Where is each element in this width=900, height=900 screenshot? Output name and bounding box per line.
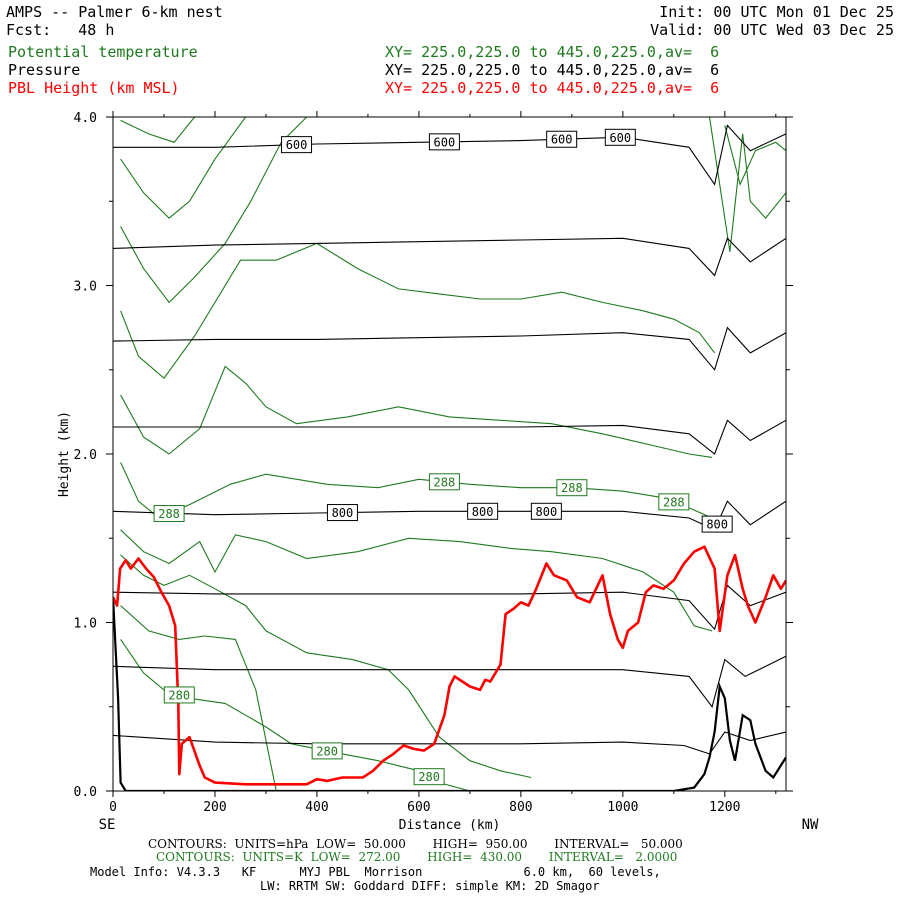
theta-contour-292	[120, 242, 716, 380]
pbl-height-line	[113, 545, 786, 786]
pressure-contour-750	[113, 419, 786, 455]
right-end-label: NW	[802, 817, 819, 833]
theta-contour-290	[120, 365, 713, 458]
theta-contour-294	[120, 117, 308, 304]
field-theta-name: Potential temperature	[8, 43, 198, 61]
pressure-contour-label-box	[467, 502, 499, 520]
theta-contour-label: 280	[418, 770, 440, 784]
theta-contour-282	[120, 605, 277, 791]
theta-contour-label-box	[428, 473, 460, 491]
theta-contour-label: 288	[434, 475, 456, 489]
field-pbl-xy: XY= 225.0,225.0 to 445.0,225.0,av= 6	[385, 79, 720, 97]
theta-contour-label-box	[658, 493, 690, 511]
theta-contour-298	[120, 117, 196, 143]
y-tick-label: 0.0	[74, 785, 97, 800]
theta-contour-288	[120, 462, 713, 519]
pressure-contour-label: 600	[286, 138, 308, 152]
theta-contour-label: 288	[561, 481, 583, 495]
pressure-contour-label-box	[546, 130, 578, 148]
field-pressure-xy: XY= 225.0,225.0 to 445.0,225.0,av= 6	[385, 61, 720, 79]
theta-contour-label: 280	[316, 744, 338, 758]
x-tick-label: 0	[109, 800, 117, 815]
valid-time: Valid: 00 UTC Wed 03 Dec 25	[650, 21, 894, 39]
theta-contour-302	[724, 125, 786, 187]
pressure-contour-650	[113, 237, 786, 277]
pressure-contour-label-box	[701, 515, 733, 533]
footer-physics-info: LW: RRTM SW: Goddard DIFF: simple KM: 2D…	[260, 879, 600, 893]
theta-contour-label-box	[311, 742, 343, 760]
terrain-line	[113, 597, 786, 791]
x-tick-label: 400	[305, 800, 328, 815]
footer-pressure-contours: CONTOURS: UNITS=hPa LOW= 50.000 HIGH= 95…	[148, 837, 683, 851]
init-time: Init: 00 UTC Mon 01 Dec 25	[659, 3, 894, 21]
theta-contour-label: 288	[158, 507, 180, 521]
x-tick-label: 200	[203, 800, 226, 815]
theta-contour-300	[708, 117, 786, 252]
theta-contour-label-box	[556, 479, 588, 497]
x-tick-label: 1200	[709, 800, 740, 815]
pressure-contour-label-box	[530, 502, 562, 520]
forecast-hour: Fcst: 48 h	[6, 21, 115, 39]
pressure-contour-850	[113, 584, 786, 631]
theta-contour-label-box	[413, 768, 445, 786]
theta-contour-284	[120, 554, 532, 779]
y-tick-label: 1.0	[74, 617, 97, 632]
pressure-contour-label-box	[604, 128, 636, 146]
pressure-contour-label: 800	[332, 506, 354, 520]
left-end-label: SE	[99, 817, 116, 833]
pressure-contour-900	[113, 655, 786, 709]
x-tick-label: 1000	[607, 800, 638, 815]
theta-contour-label: 288	[663, 495, 685, 509]
y-tick-label: 2.0	[74, 448, 97, 463]
pressure-contour-label: 600	[551, 133, 573, 147]
pressure-contour-950	[113, 731, 786, 755]
pressure-contour-label: 800	[536, 505, 558, 519]
theta-contours	[120, 117, 786, 791]
y-tick-label: 3.0	[74, 280, 97, 295]
pressure-contour-label: 600	[434, 135, 456, 149]
field-pbl-name: PBL Height (km MSL)	[8, 79, 180, 97]
pressure-contour-label: 600	[609, 131, 631, 145]
pressure-contour-label-box	[281, 136, 313, 154]
theta-contour-label: 280	[168, 688, 190, 702]
pressure-contour-700	[113, 326, 786, 371]
pressure-contour-label-box	[326, 504, 358, 522]
theta-contour-296	[120, 117, 247, 219]
field-pressure-name: Pressure	[8, 61, 81, 79]
x-tick-label: 800	[509, 800, 532, 815]
y-axis-label: Height (km)	[57, 411, 72, 497]
x-axis-label: Distance (km)	[399, 818, 501, 833]
x-tick-label: 600	[407, 800, 430, 815]
theta-contour-286	[120, 529, 713, 632]
pressure-contour-label-box	[428, 133, 460, 151]
footer-theta-contours: CONTOURS: UNITS=K LOW= 272.00 HIGH= 430.…	[156, 850, 678, 864]
pressure-contour-label: 800	[706, 518, 728, 532]
pressure-contour-800	[113, 500, 786, 531]
footer-model-info: Model Info: V4.3.3 KF MYJ PBL Morrison 6…	[90, 865, 661, 879]
chart-title: AMPS -- Palmer 6-km nest	[6, 3, 223, 21]
theta-contour-label-box	[153, 505, 185, 523]
y-tick-label: 4.0	[74, 111, 97, 126]
theta-contour-label-box	[163, 686, 195, 704]
pressure-contours	[113, 124, 786, 755]
pressure-contour-label: 800	[472, 505, 494, 519]
field-theta-xy: XY= 225.0,225.0 to 445.0,225.0,av= 6	[385, 43, 720, 61]
